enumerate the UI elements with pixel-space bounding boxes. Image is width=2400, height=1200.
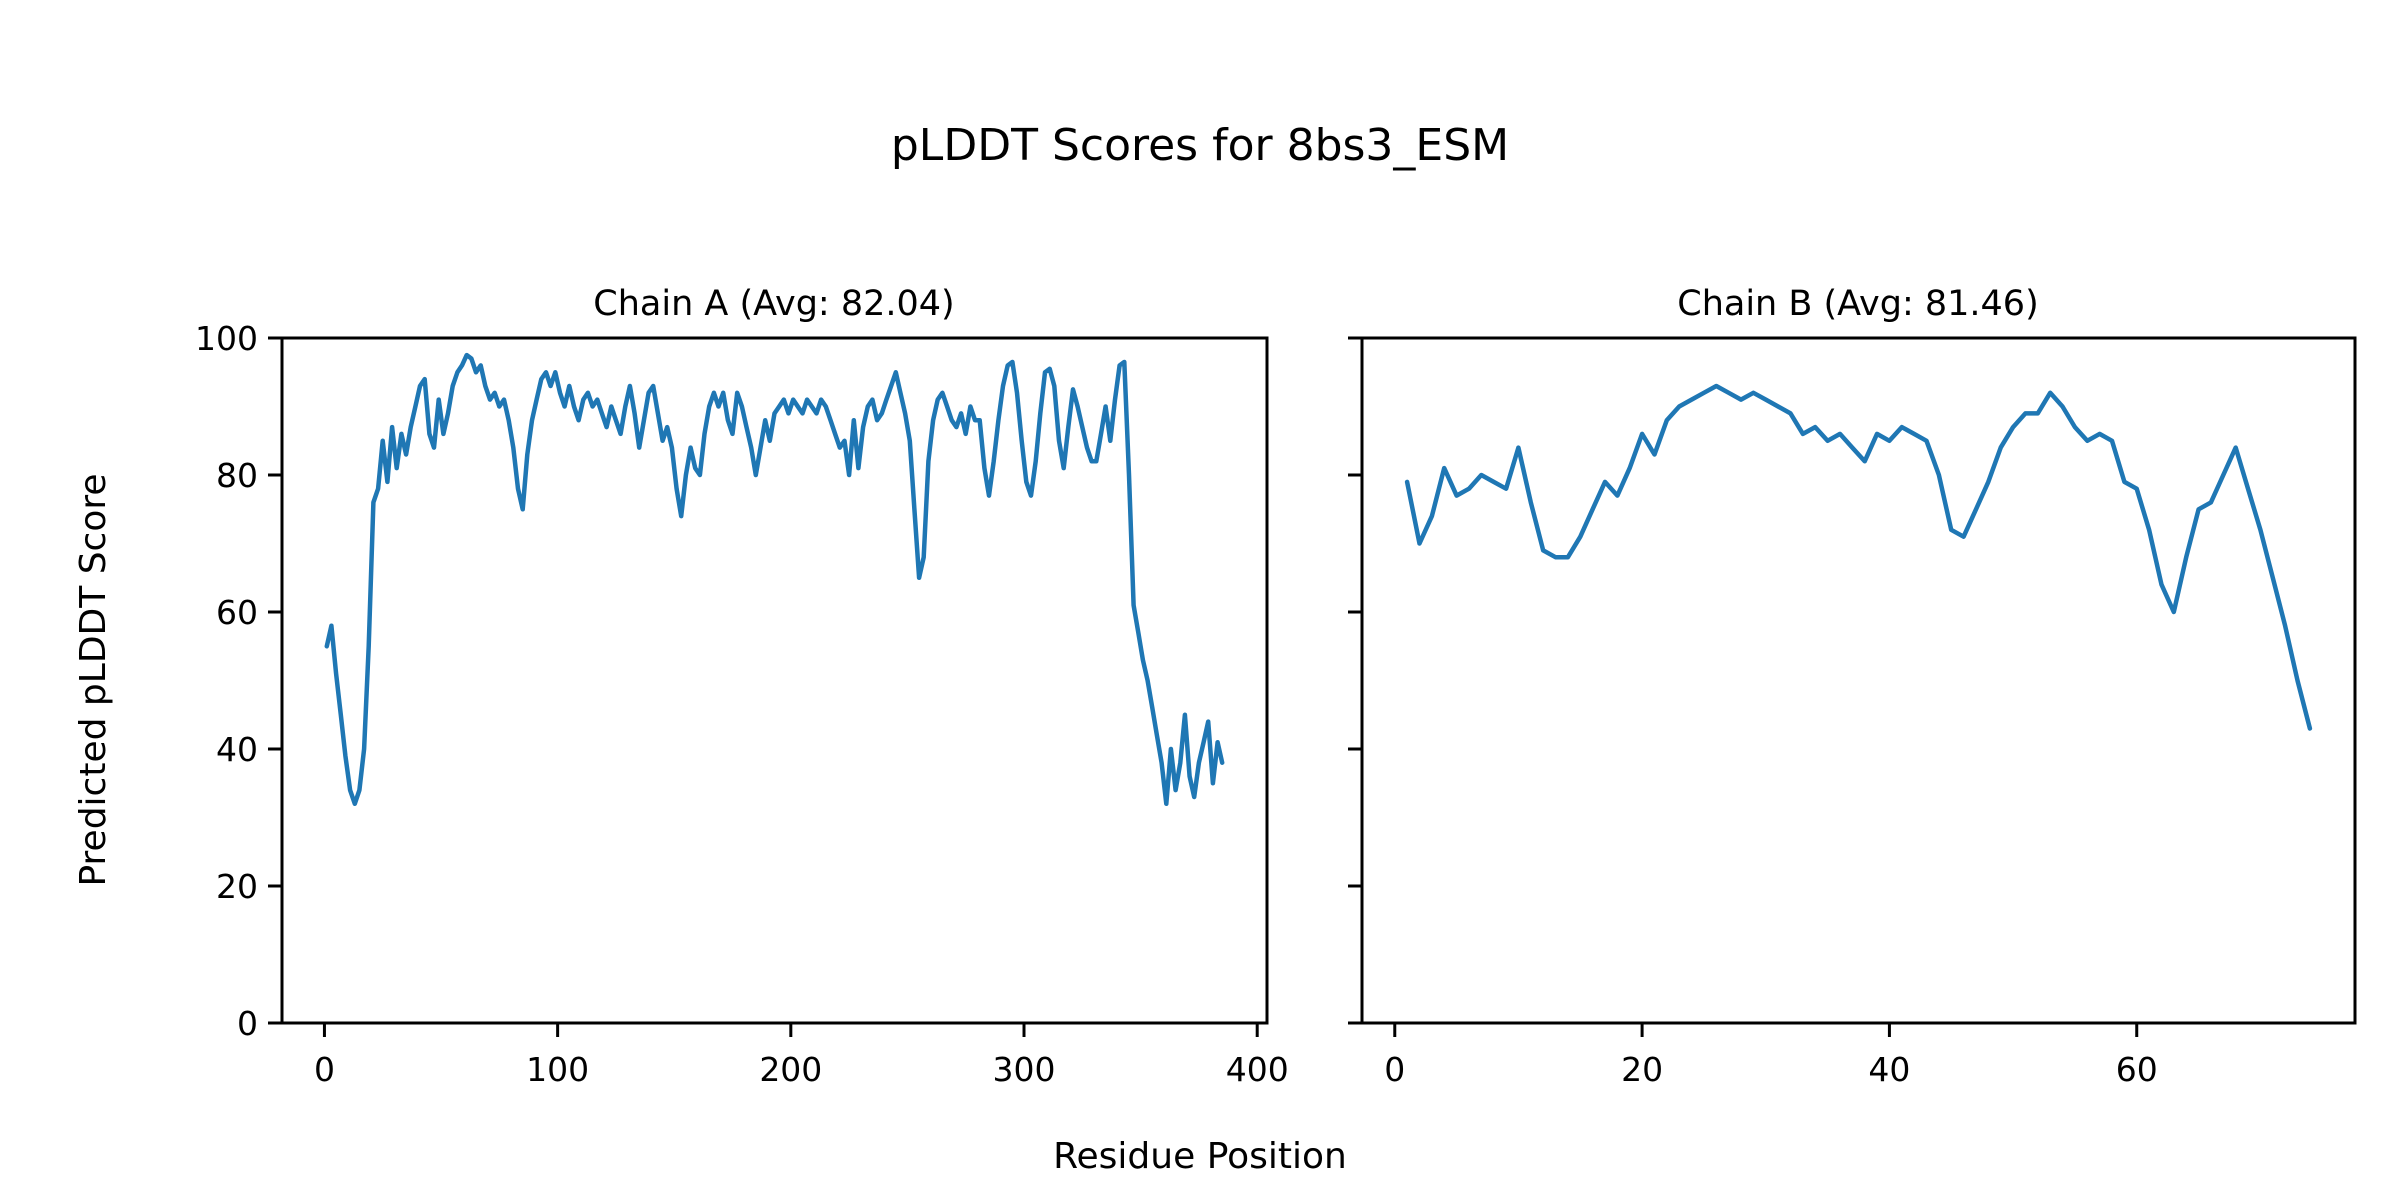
chain-b-title: Chain B (Avg: 81.46) <box>1677 284 2038 324</box>
y-axis-label: Predicted pLDDT Score <box>73 473 114 886</box>
chain-a-x-tick-label: 100 <box>526 1050 589 1089</box>
chain-a-y-tick-label: 0 <box>237 1004 258 1043</box>
chain-a-axes: 0 100 200 300 400 0 20 40 60 80 100 <box>195 319 1289 1089</box>
chain-a-y-tick-label: 60 <box>216 593 258 632</box>
chain-b-x-tick-label: 20 <box>1621 1050 1663 1089</box>
chain-a-plddt-line <box>324 352 1225 807</box>
x-axis-label: Residue Position <box>1053 1136 1347 1177</box>
chain-a-y-tick-label: 40 <box>216 730 258 769</box>
chain-a-x-tick-label: 200 <box>759 1050 822 1089</box>
chain-b-x-tick-label: 0 <box>1384 1050 1405 1089</box>
chain-a-x-tick-label: 0 <box>314 1050 335 1089</box>
chain-a-y-tick-label: 100 <box>195 319 258 358</box>
figure-title: pLDDT Scores for 8bs3_ESM <box>891 120 1509 171</box>
chain-a-spines <box>280 336 1269 1025</box>
chain-b-x-tick-label: 60 <box>2116 1050 2158 1089</box>
chain-a-y-tick-label: 80 <box>216 456 258 495</box>
chain-a-y-tick-label: 20 <box>216 867 258 906</box>
chain-a-title: Chain A (Avg: 82.04) <box>593 284 954 324</box>
chain-b-plddt-line <box>1404 383 2313 731</box>
chain-b-axes: 0 20 40 60 <box>1348 336 2357 1089</box>
chain-a-x-tick-label: 400 <box>1226 1050 1289 1089</box>
chain-a-x-tick-label: 300 <box>993 1050 1056 1089</box>
chain-b-x-tick-label: 40 <box>1868 1050 1910 1089</box>
chain-b-spines <box>1360 336 2357 1025</box>
